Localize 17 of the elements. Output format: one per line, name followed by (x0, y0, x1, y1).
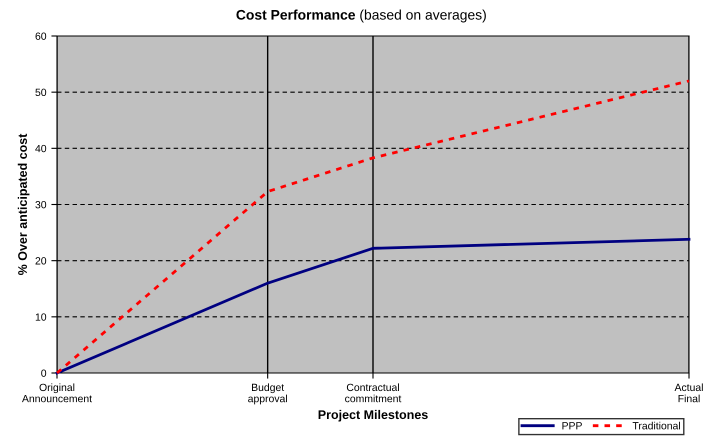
x-tick-label: Actual Final (674, 383, 703, 402)
y-tick-label: 40 (35, 144, 46, 152)
x-tick-label: Budget approval (248, 383, 287, 404)
x-axis-title: Project Milestones (318, 410, 428, 422)
chart-subtitle: (based on averages) (360, 10, 486, 22)
y-tick-label: 0 (41, 370, 46, 377)
chart-title: Cost Performance (236, 10, 356, 20)
legend-label: PPP (562, 422, 582, 430)
x-tick-label: Contractual commitment (345, 383, 402, 402)
y-tick-label: 10 (36, 313, 46, 321)
y-tick-label: 30 (35, 201, 46, 208)
y-axis-title: % Over anticipated cost (18, 134, 30, 276)
y-tick-label: 20 (36, 257, 46, 265)
x-tick-label: Original Announcement (22, 383, 92, 402)
y-tick-label: 50 (35, 88, 46, 96)
y-tick-label: 60 (36, 32, 46, 40)
legend-label: Traditional (632, 422, 680, 430)
